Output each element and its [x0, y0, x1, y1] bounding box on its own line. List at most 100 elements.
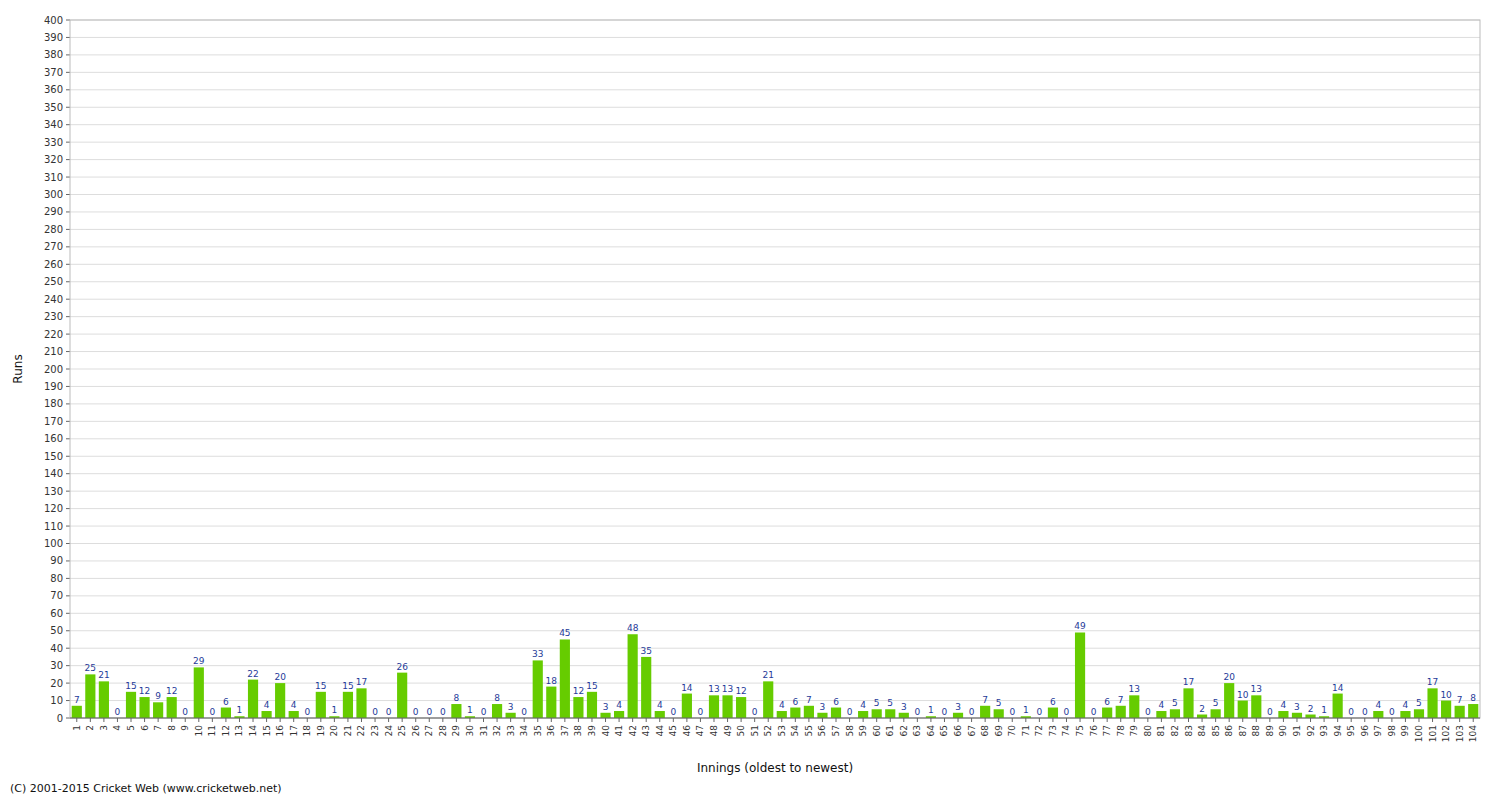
data-label: 12	[139, 686, 150, 696]
x-tick	[713, 718, 714, 722]
x-tick-label: 85	[1211, 725, 1221, 736]
grid-line	[70, 177, 1480, 178]
x-tick-label: 80	[1143, 725, 1153, 737]
y-tick-label: 390	[44, 32, 63, 43]
bar	[533, 660, 543, 718]
bar	[980, 706, 990, 718]
x-tick-label: 61	[885, 725, 895, 736]
x-tick-label: 1	[72, 725, 82, 731]
y-tick	[66, 299, 70, 300]
x-tick-label: 18	[302, 725, 312, 737]
x-tick	[144, 718, 145, 722]
grid-line	[70, 89, 1480, 90]
data-label: 0	[386, 707, 392, 717]
data-label: 4	[1281, 700, 1287, 710]
data-label: 1	[332, 705, 338, 715]
x-tick	[1080, 718, 1081, 722]
x-tick-label: 35	[533, 725, 543, 736]
bar	[560, 639, 570, 718]
data-label: 35	[640, 646, 651, 656]
data-label: 4	[860, 700, 866, 710]
data-label: 0	[182, 707, 188, 717]
y-tick-label: 230	[44, 311, 63, 322]
y-tick-label: 200	[44, 364, 63, 375]
data-label: 5	[1172, 698, 1178, 708]
y-tick-label: 80	[50, 573, 63, 584]
data-label: 5	[887, 698, 893, 708]
x-tick-label: 95	[1346, 725, 1356, 736]
bar	[167, 697, 177, 718]
x-tick	[903, 718, 904, 722]
x-tick-label: 25	[397, 725, 407, 736]
data-labels: 7252101512912029061224204015115170026000…	[74, 621, 1476, 717]
x-tick-label: 49	[723, 725, 733, 737]
data-label: 3	[508, 702, 514, 712]
y-tick-label: 190	[44, 381, 63, 392]
x-tick	[808, 718, 809, 722]
x-tick-label: 101	[1428, 725, 1438, 742]
data-label: 2	[1199, 704, 1205, 714]
y-tick	[66, 700, 70, 701]
y-tick	[66, 718, 70, 719]
x-tick	[1256, 718, 1257, 722]
x-tick-label: 79	[1129, 725, 1139, 737]
x-tick-label: 102	[1441, 725, 1451, 742]
x-tick	[537, 718, 538, 722]
x-tick-label: 53	[777, 725, 787, 736]
x-tick	[795, 718, 796, 722]
x-tick-label: 89	[1265, 725, 1275, 737]
x-tick	[1066, 718, 1067, 722]
x-tick-label: 67	[967, 725, 977, 736]
grid-line	[70, 37, 1480, 38]
bar	[289, 711, 299, 718]
x-tick-label: 75	[1075, 725, 1085, 736]
bar	[1197, 715, 1207, 718]
grid-line	[70, 508, 1480, 509]
x-tick	[1120, 718, 1121, 722]
x-tick	[334, 718, 335, 722]
x-tick-label: 68	[980, 725, 990, 737]
data-label: 0	[209, 707, 215, 717]
grid-line	[70, 595, 1480, 596]
bar	[885, 709, 895, 718]
bar	[194, 667, 204, 718]
x-tick-label: 37	[560, 725, 570, 736]
data-label: 1	[1023, 705, 1029, 715]
bar	[356, 688, 366, 718]
data-label: 15	[315, 681, 326, 691]
x-tick-label: 55	[804, 725, 814, 736]
data-label: 3	[955, 702, 961, 712]
y-tick	[66, 421, 70, 422]
x-tick	[293, 718, 294, 722]
x-tick-label: 98	[1387, 725, 1397, 737]
x-tick	[198, 718, 199, 722]
bar	[899, 713, 909, 718]
data-label: 6	[792, 697, 798, 707]
x-tick-label: 83	[1184, 725, 1194, 736]
x-tick	[402, 718, 403, 722]
x-tick-label: 29	[451, 725, 461, 737]
data-label: 5	[996, 698, 1002, 708]
x-tick	[1188, 718, 1189, 722]
x-tick-label: 74	[1061, 725, 1071, 737]
bar	[1455, 706, 1465, 718]
x-tick-label: 64	[926, 725, 936, 737]
y-tick-label: 30	[50, 660, 63, 671]
data-label: 0	[1091, 707, 1097, 717]
data-label: 0	[1145, 707, 1151, 717]
x-tick	[1310, 718, 1311, 722]
y-tick-label: 150	[44, 451, 63, 462]
x-tick	[971, 718, 972, 722]
x-tick	[1459, 718, 1460, 722]
grid-line	[70, 665, 1480, 666]
x-tick	[497, 718, 498, 722]
bar	[72, 706, 82, 718]
y-tick	[66, 159, 70, 160]
x-tick-label: 59	[858, 725, 868, 737]
y-tick	[66, 386, 70, 387]
grid-line	[70, 386, 1480, 387]
data-label: 15	[586, 681, 597, 691]
data-label: 4	[291, 700, 297, 710]
bar	[1048, 708, 1058, 718]
x-tick	[985, 718, 986, 722]
